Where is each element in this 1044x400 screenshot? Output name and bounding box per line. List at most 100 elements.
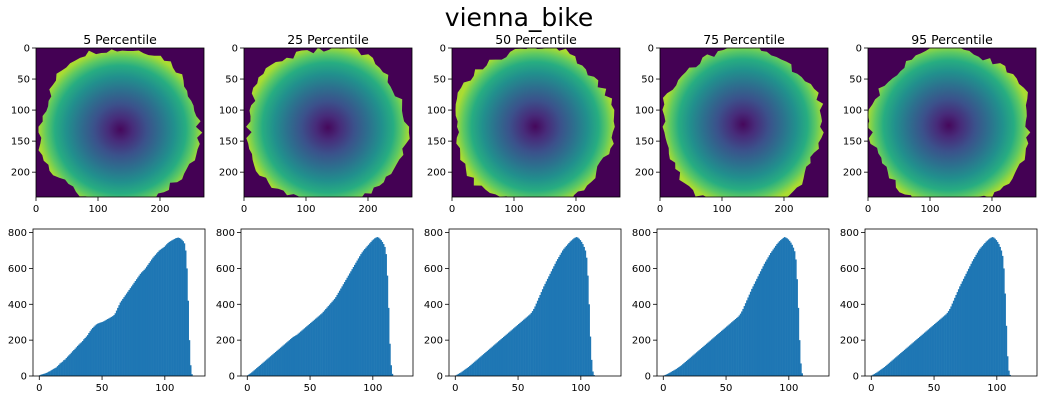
histogram-bar [538,297,540,376]
histogram-bar [302,329,305,376]
histogram-bar [746,300,748,376]
histogram-bar [166,244,168,376]
histogram-bar [164,245,167,376]
histogram-bar [283,344,286,376]
histogram-bar [931,326,934,376]
histogram-bar [913,341,916,376]
histogram-bar [579,240,582,376]
histogram-bar [254,369,257,376]
y-tick-label: 100 [11,106,30,117]
histogram-bar [305,327,307,376]
histogram-bar [332,300,335,376]
histogram-bar [687,359,689,376]
histogram-bar [122,298,124,376]
histogram-bar [372,239,375,376]
heatmap-panel: 75 Percentile 0 100 200 0 50 100 150 200 [635,32,829,215]
histogram-bar [929,328,931,376]
histogram-bar [465,368,467,376]
x-tick-label: 50 [96,383,109,394]
histogram-bar [961,281,964,376]
histogram-bar [97,323,99,376]
y-tick-label: 400 [424,300,443,311]
histogram-bar [872,374,875,376]
histogram-bar [338,290,341,376]
histogram-bar [278,348,281,376]
histogram-bar [897,355,900,376]
histogram-bar [462,370,465,376]
x-tick-label: 0 [241,204,247,215]
histogram-bar [346,277,349,376]
histogram-bar [903,349,906,376]
histogram-bar [758,273,761,376]
histogram-bar [974,256,976,376]
histogram-bar [56,366,59,376]
histogram-bar [469,365,471,376]
histogram-bar [781,239,783,376]
histogram-bar [71,351,74,376]
x-tick-label: 200 [566,204,585,215]
histogram-bar [585,257,588,376]
histogram-bar [761,268,763,376]
histogram-bar [78,344,80,376]
histogram-bar [479,357,481,376]
histogram-bar [707,342,709,376]
histogram-bar [669,372,672,376]
histogram-bar [184,250,187,376]
histogram-bar [108,318,110,376]
histogram-bar [66,356,69,376]
histogram-bar [531,311,534,376]
histogram-bar [785,237,787,376]
histogram-bar [511,329,514,376]
histogram-bar [253,370,256,376]
histogram-bar [906,347,908,376]
histogram-bar [297,333,300,376]
histogram-bar [741,311,743,376]
histogram-bar [492,345,495,376]
histogram-bar [157,251,159,376]
histogram-bar [477,358,480,376]
histogram-bar [719,331,722,376]
y-tick-label: 200 [843,168,862,179]
histogram-bar [70,352,73,376]
histogram-bar [186,268,188,376]
histogram-bar [521,320,524,376]
histogram-bar [936,321,939,376]
histogram-bar [353,264,356,376]
histogram-bar [1004,293,1006,376]
histogram-bar [102,321,104,376]
histogram-bar [549,273,551,376]
histogram-bar [962,278,965,376]
histogram-bar [147,264,149,376]
histogram-bar [891,360,893,376]
histogram-bar [86,335,89,376]
histogram-bar [135,279,138,376]
histogram-bar [921,334,924,376]
y-tick-label: 800 [216,228,235,239]
histogram-bar [142,271,144,376]
histogram-bar [689,357,692,376]
y-tick-label: 0 [856,44,862,55]
histogram-bar [976,252,979,376]
x-tick-label: 0 [244,383,250,394]
histogram-bar [716,335,718,376]
histogram-bar [311,321,313,376]
y-tick-label: 200 [632,336,651,347]
histogram-bar [84,338,87,376]
histogram-bar [74,348,76,376]
histogram-bar [771,251,773,376]
histogram-bar [940,318,942,376]
histogram-bar [362,250,365,376]
histogram-bar [391,373,394,376]
histogram-bar [934,324,936,376]
histogram-bar [491,346,494,376]
histogram-bar [561,250,564,376]
histogram-bar [485,351,487,376]
histogram-bar [367,244,370,376]
histogram-bar [722,329,724,376]
histogram-bar [143,269,146,376]
histogram-bar [718,332,721,376]
panel-title: 5 Percentile [83,32,157,47]
histogram-bar [495,343,498,376]
histogram-bar [589,336,592,376]
histogram-bar [878,370,881,376]
